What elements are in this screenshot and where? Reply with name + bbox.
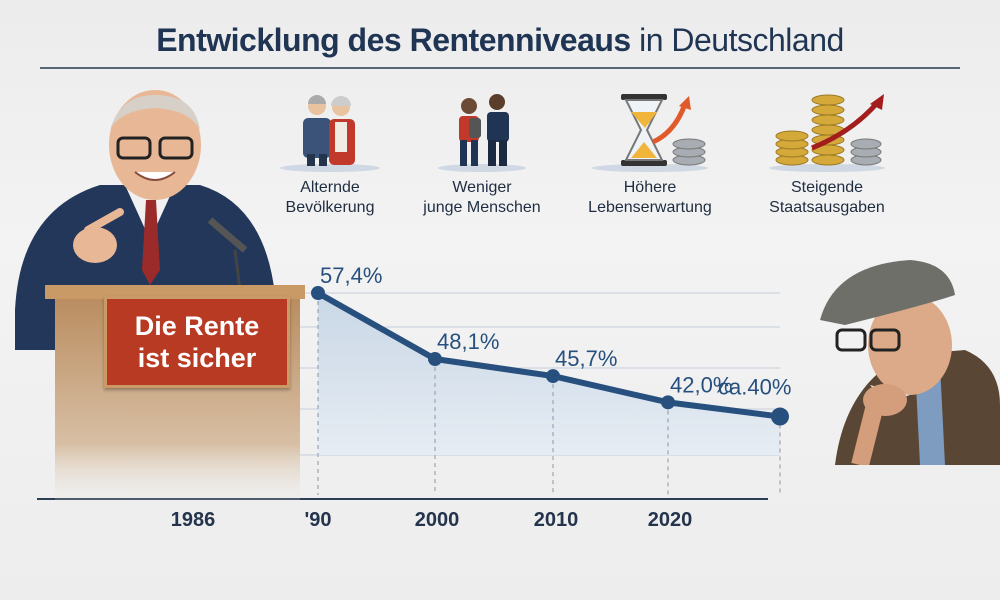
podium-sign: Die Rente ist sicher	[104, 296, 290, 388]
factor-label: Steigende	[790, 179, 864, 196]
page-title: Entwicklung des Rentenniveaus in Deutsch…	[0, 22, 1000, 59]
data-label: 45,7%	[555, 346, 617, 371]
young-people-icon	[438, 94, 526, 172]
factor-label: Staatsausgaben	[769, 199, 885, 216]
factor-life-expectancy: Höhere Lebenserwartung	[575, 92, 725, 218]
title-bold: Entwicklung des Rentenniveaus	[156, 22, 631, 58]
podium-sign-line: ist sicher	[137, 343, 257, 373]
data-point	[311, 286, 325, 300]
factor-label: Lebenserwartung	[588, 199, 712, 216]
data-point	[428, 352, 442, 367]
x-tick-label: 2020	[648, 509, 693, 531]
factor-label: Alternde	[300, 179, 360, 196]
x-tick-label: 1986	[171, 509, 216, 531]
title-divider	[40, 67, 960, 69]
factor-aging: Alternde Bevölkerung	[255, 92, 405, 218]
data-point	[546, 369, 560, 384]
x-tick-label: 2010	[534, 509, 579, 531]
factor-label: junge Menschen	[423, 199, 541, 216]
coin-stacks-arrow-icon	[769, 94, 885, 172]
factor-spending: Steigende Staatsausgaben	[752, 92, 902, 218]
data-point	[661, 395, 675, 410]
elderly-couple-icon	[280, 95, 380, 172]
x-tick-label: 2000	[415, 509, 460, 531]
data-label: 42,0%	[670, 372, 732, 397]
factor-label: Bevölkerung	[285, 199, 375, 216]
data-label: 57,4%	[320, 263, 382, 288]
factor-label: Höhere	[623, 179, 677, 196]
data-label: 48,1%	[437, 329, 499, 354]
title-light: in Deutschland	[639, 22, 844, 58]
hourglass-coins-icon	[592, 94, 708, 172]
x-tick-label: '90	[304, 509, 331, 531]
factor-youth: Weniger junge Menschen	[407, 92, 557, 218]
factor-label: Weniger	[452, 179, 512, 196]
politician-illustration	[15, 90, 305, 510]
podium-sign-line: Die Rente	[134, 311, 260, 341]
chart-area-fill	[318, 293, 780, 455]
data-point	[771, 407, 789, 426]
data-label: ca.40%	[718, 375, 791, 400]
elderly-man-illustration	[820, 260, 1000, 465]
